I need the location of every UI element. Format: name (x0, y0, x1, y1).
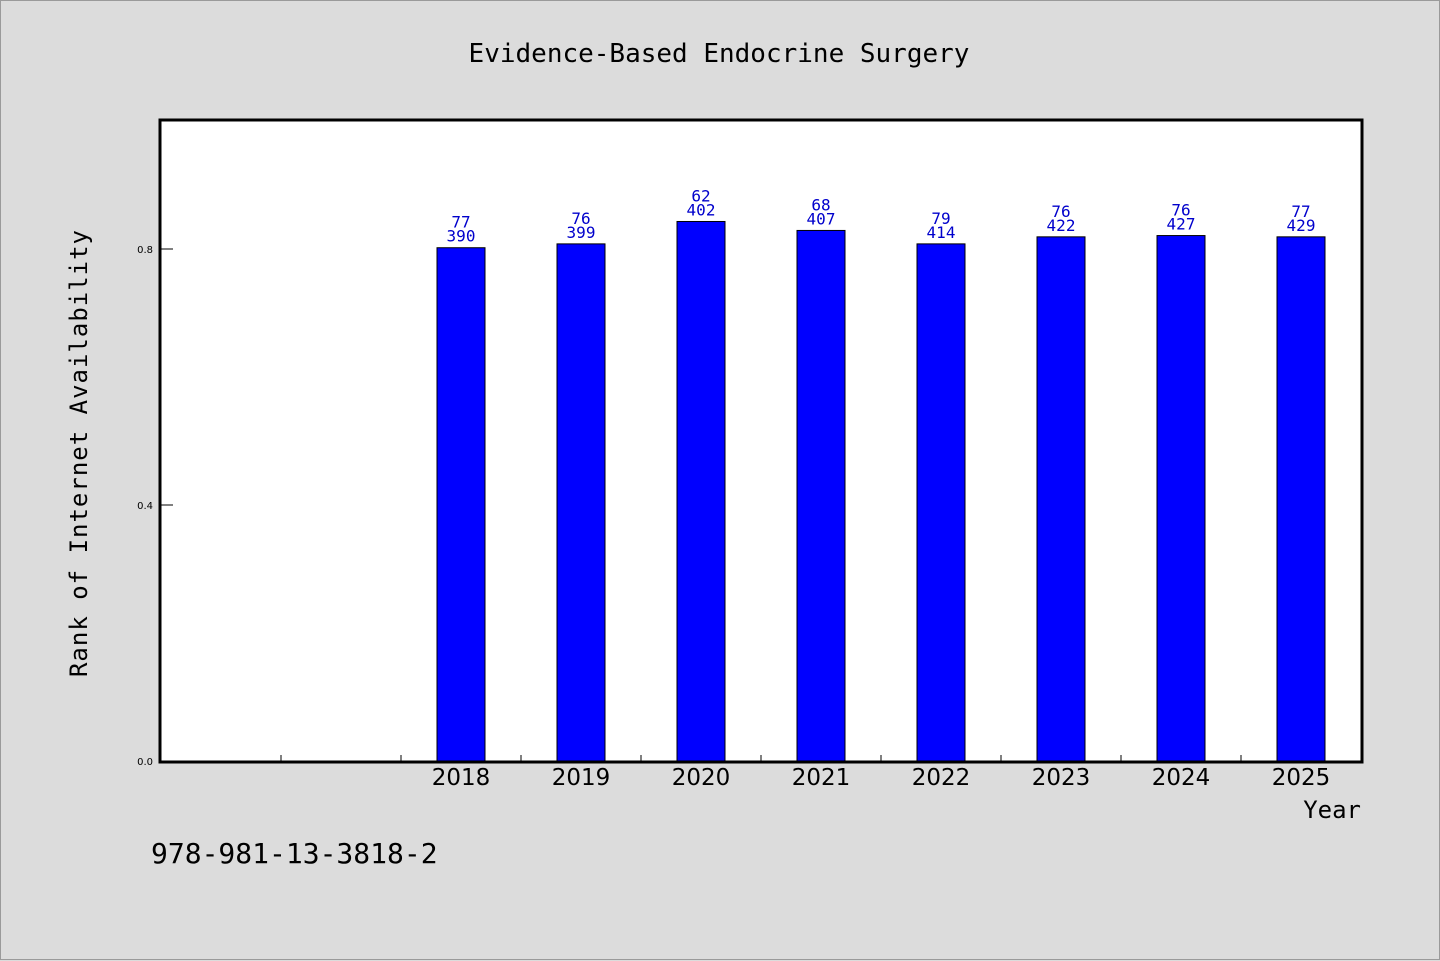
bar-label-bottom: 402 (687, 200, 716, 219)
bar-label-bottom: 429 (1287, 216, 1316, 235)
bar-label-top: 76 (1051, 202, 1070, 221)
chart-title: Evidence-Based Endocrine Surgery (469, 39, 970, 69)
bar-label-top: 79 (931, 209, 950, 228)
x-tick-label: 2019 (552, 765, 611, 791)
y-tick-label: 0.4 (137, 501, 153, 512)
y-axis-label: Rank of Internet Availability (65, 229, 93, 677)
x-tick-label: 2022 (912, 765, 971, 791)
bar-label-top: 76 (571, 209, 590, 228)
bar-label-bottom: 399 (567, 223, 596, 242)
bar (1156, 235, 1206, 762)
bar-label-bottom: 422 (1047, 216, 1076, 235)
bar (796, 229, 846, 762)
y-tick-label: 0.0 (137, 757, 153, 768)
y-tick-label: 0.8 (137, 245, 153, 256)
x-axis-label: Year (1303, 796, 1361, 824)
y-ticks-group: 0.0 0.4 0.8 (137, 245, 173, 768)
x-ticks-group: 2018 2019 2020 2021 2022 2023 2024 2025 (280, 755, 1331, 791)
x-tick-label: 2020 (672, 765, 731, 791)
x-tick-label: 2024 (1152, 765, 1211, 791)
bar (676, 220, 726, 762)
bar-label-top: 68 (811, 195, 830, 214)
bars-group (436, 220, 1326, 762)
bar (916, 243, 966, 762)
x-tick-label: 2025 (1272, 765, 1331, 791)
x-tick-label: 2021 (792, 765, 851, 791)
bar-label-bottom: 427 (1167, 215, 1196, 234)
bar-label-bottom: 407 (807, 209, 836, 228)
bar-label-top: 76 (1171, 201, 1190, 220)
bar (1036, 236, 1086, 762)
bar (556, 243, 606, 762)
bar-label-bottom: 414 (927, 223, 956, 242)
x-tick-label: 2023 (1032, 765, 1091, 791)
bar-label-top: 77 (451, 213, 470, 232)
bar (436, 247, 486, 762)
bar-label-top: 77 (1291, 202, 1310, 221)
bar-label-bottom: 390 (447, 227, 476, 246)
bar-label-top: 62 (691, 186, 710, 205)
x-tick-label: 2018 (432, 765, 491, 791)
bar (1276, 236, 1326, 762)
isbn-footer: 978-981-13-3818-2 (151, 837, 438, 870)
